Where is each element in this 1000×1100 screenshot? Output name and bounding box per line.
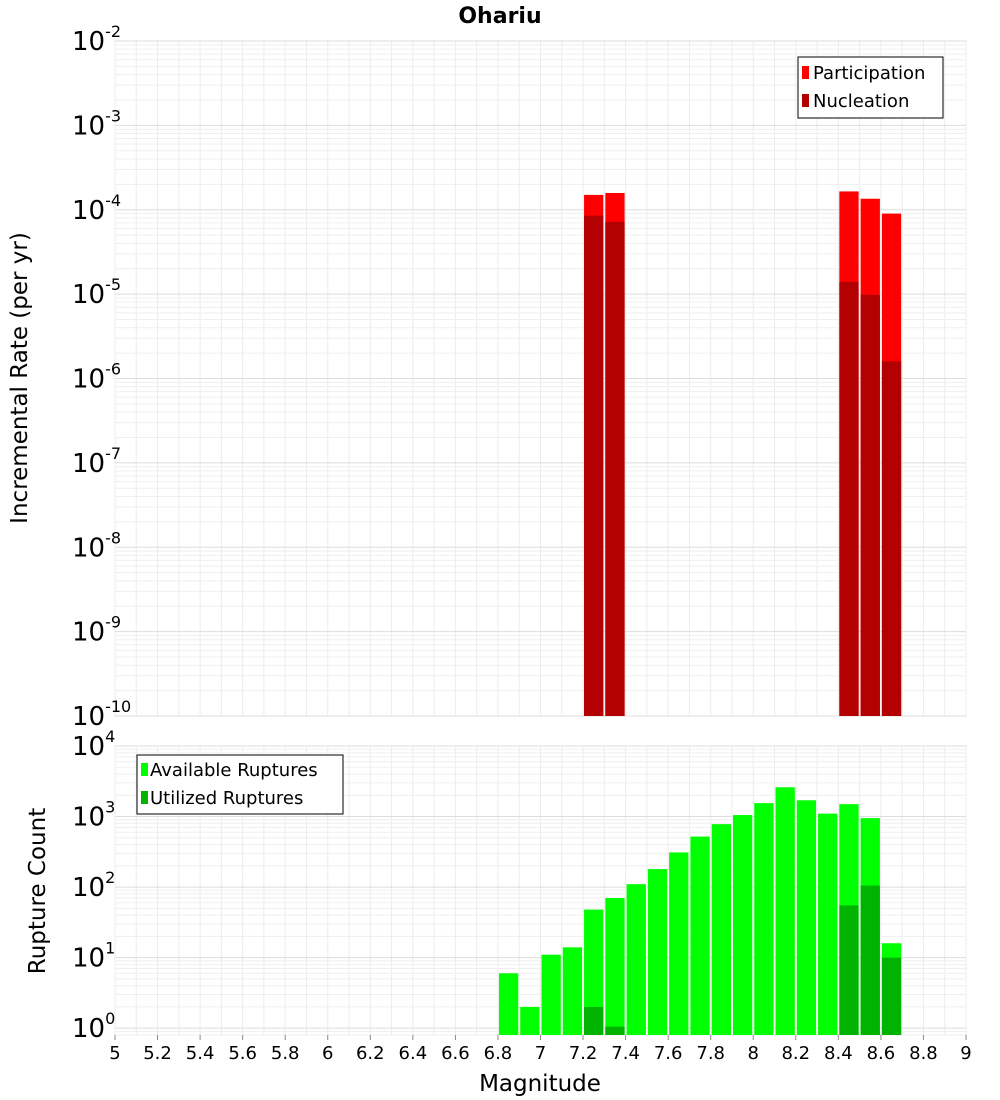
x-tick-label: 8.6 — [867, 1043, 896, 1064]
x-tick-label: 8.8 — [909, 1043, 938, 1064]
x-tick-label: 7.4 — [611, 1043, 640, 1064]
y-tick-label: 10-6 — [72, 360, 121, 395]
count-s0-bar — [796, 800, 817, 1035]
x-tick-label: 7.2 — [569, 1043, 598, 1064]
count-s0-bar — [605, 898, 625, 1035]
x-tick-label: 6.2 — [356, 1043, 385, 1064]
y-tick-label: 10-8 — [72, 528, 121, 563]
legend-participation-swatch — [802, 66, 809, 79]
top-grid — [114, 40, 967, 717]
x-axis-label: Magnitude — [479, 1071, 601, 1097]
bottom-legend-box — [136, 754, 344, 815]
y-tick-label: 103 — [72, 798, 115, 833]
bottom-legend: Available Ruptures Utilized Ruptures — [136, 754, 344, 815]
x-tick-label: 6.4 — [399, 1043, 428, 1064]
count-s1-bar — [839, 905, 859, 1035]
x-tick-label: 5.6 — [228, 1043, 257, 1064]
legend-utilized-swatch — [141, 791, 148, 804]
x-tick-label: 7 — [535, 1043, 546, 1064]
count-s1-bar — [881, 957, 902, 1035]
count-s0-bar — [818, 813, 838, 1035]
rate-s1-bar — [605, 221, 625, 716]
x-tick-label: 9 — [960, 1043, 971, 1064]
y-tick-label: 10-10 — [72, 697, 131, 732]
count-s0-bar — [690, 836, 710, 1035]
count-s0-bar — [562, 947, 583, 1035]
top-legend: Participation Nucleation — [797, 56, 944, 119]
legend-nucleation-label: Nucleation — [813, 91, 909, 112]
x-tick-label: 6.8 — [484, 1043, 513, 1064]
count-s0-bar — [754, 803, 774, 1035]
x-tick-label: 6.6 — [441, 1043, 470, 1064]
y-tick-label: 10-9 — [72, 613, 121, 648]
count-s0-bar — [541, 954, 561, 1035]
y-tick-label: 100 — [72, 1009, 115, 1044]
legend-available-swatch — [141, 763, 148, 776]
bottom-bars — [498, 787, 902, 1035]
x-tick-label: 7.6 — [654, 1043, 683, 1064]
rate-s1-bar — [881, 361, 902, 716]
bottom-y-ticks: 100 101 102 103 104 — [72, 727, 115, 1044]
rate-s1-bar — [584, 215, 604, 717]
bottom-grid — [114, 745, 967, 1036]
x-tick-label: 7.8 — [696, 1043, 725, 1064]
y-tick-label: 10-5 — [72, 275, 121, 310]
x-tick-label: 8.2 — [781, 1043, 810, 1064]
legend-participation-label: Participation — [813, 63, 925, 84]
count-s1-bar — [605, 1026, 625, 1035]
bottom-x-ticks: 5 5.2 5.4 5.6 5.8 6 6.2 6.4 6.6 6.8 7 7.2 7.4 7.6 7.8 8… — [109, 1035, 972, 1064]
top-y-axis-label: Incremental Rate (per yr) — [7, 232, 33, 524]
rate-s1-bar — [839, 281, 859, 716]
count-s1-bar — [584, 1006, 604, 1035]
count-s0-bar — [520, 1006, 540, 1035]
y-tick-label: 101 — [72, 939, 115, 974]
top-y-ticks: 10-10 10-9 10-8 10-7 10-6 10-5 10-4 10-3 10-2 — [72, 22, 131, 732]
count-s0-bar — [775, 787, 795, 1035]
y-tick-label: 10-7 — [72, 444, 121, 479]
x-tick-label: 6 — [322, 1043, 333, 1064]
count-s0-bar — [711, 824, 731, 1035]
x-tick-label: 5.8 — [271, 1043, 300, 1064]
count-s0-bar — [498, 973, 519, 1035]
x-tick-label: 5.2 — [143, 1043, 172, 1064]
legend-available-label: Available Ruptures — [150, 760, 318, 781]
y-tick-label: 10-4 — [72, 191, 121, 226]
count-s0-bar — [732, 815, 753, 1035]
legend-utilized-label: Utilized Ruptures — [150, 788, 303, 809]
count-s0-bar — [647, 869, 668, 1035]
y-tick-label: 10-3 — [72, 106, 121, 141]
y-tick-label: 104 — [72, 727, 115, 762]
y-tick-label: 10-2 — [72, 22, 121, 57]
x-tick-label: 8 — [748, 1043, 759, 1064]
chart-title: Ohariu — [458, 4, 541, 29]
top-legend-box — [797, 56, 944, 119]
count-s0-bar — [626, 884, 646, 1035]
count-s1-bar — [860, 885, 880, 1035]
x-tick-label: 5 — [109, 1043, 120, 1064]
legend-nucleation-swatch — [802, 94, 809, 107]
count-s0-bar — [584, 909, 604, 1035]
x-tick-label: 5.4 — [186, 1043, 215, 1064]
count-s0-bar — [669, 852, 689, 1035]
top-bars — [584, 191, 902, 717]
rate-s1-bar — [860, 294, 880, 716]
x-tick-label: 8.4 — [824, 1043, 853, 1064]
bottom-y-axis-label: Rupture Count — [25, 808, 51, 974]
y-tick-label: 102 — [72, 868, 115, 903]
